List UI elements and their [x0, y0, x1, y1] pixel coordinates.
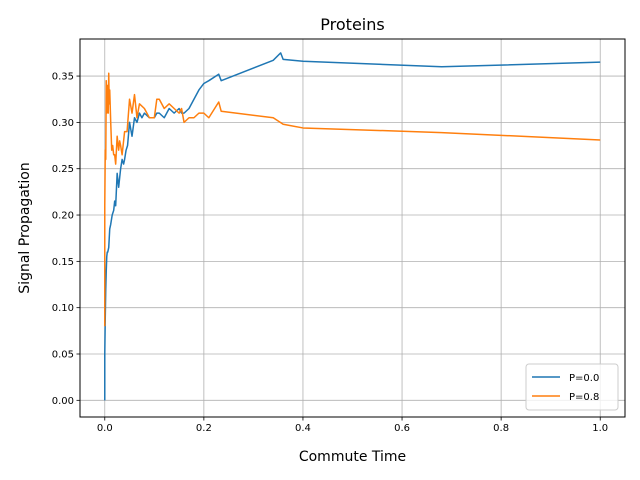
- y-tick-label: 0.35: [52, 72, 74, 83]
- x-axis-label: Commute Time: [299, 449, 406, 465]
- x-tick-label: 0.2: [196, 423, 212, 434]
- y-axis-label: Signal Propagation: [17, 162, 33, 293]
- ticks: 0.0 0.2 0.4 0.6 0.8 1.0 0.00 0.05 0.10 0.15 0.20 0.…: [52, 72, 608, 434]
- legend: P=0.0 P=0.8: [525, 363, 619, 411]
- x-tick-label: 0.4: [295, 423, 311, 434]
- y-tick-label: 0.15: [52, 257, 74, 268]
- x-tick-label: 0.8: [493, 423, 509, 434]
- y-tick-label: 0.10: [52, 303, 74, 314]
- y-tick-label: 0.05: [52, 350, 74, 361]
- x-tick-label: 0.0: [97, 423, 113, 434]
- grid: [80, 39, 625, 417]
- series-lines: [104, 52, 601, 401]
- chart-title: Proteins: [320, 15, 384, 34]
- series-line-P=0.8: [104, 72, 601, 327]
- x-tick-label: 0.6: [394, 423, 410, 434]
- legend-label: P=0.0: [569, 373, 599, 384]
- y-tick-label: 0.30: [52, 118, 74, 129]
- y-tick-label: 0.25: [52, 164, 74, 175]
- series-line-P=0.0: [104, 52, 601, 401]
- y-tick-label: 0.00: [52, 396, 74, 407]
- x-tick-label: 1.0: [592, 423, 608, 434]
- y-tick-label: 0.20: [52, 211, 74, 222]
- plot-frame: [79, 38, 626, 418]
- legend-label: P=0.8: [569, 392, 599, 403]
- legend-box: [525, 363, 619, 411]
